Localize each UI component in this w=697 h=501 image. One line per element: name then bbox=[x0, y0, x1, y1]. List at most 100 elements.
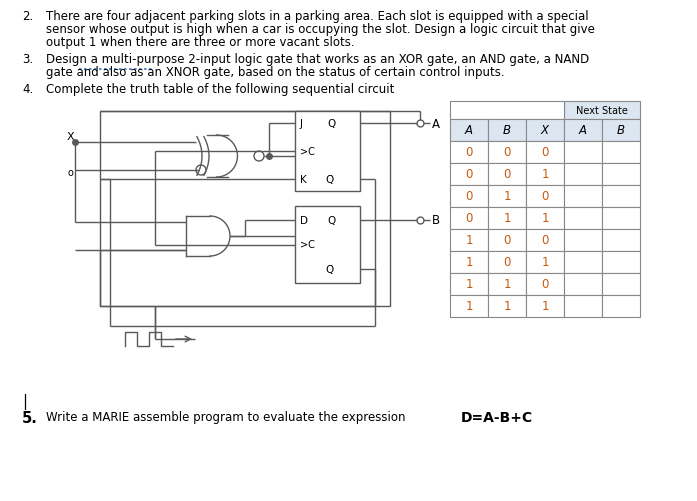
Text: 0: 0 bbox=[542, 190, 549, 203]
Text: |: | bbox=[22, 393, 27, 409]
Bar bbox=[526, 120, 564, 142]
Text: There are four adjacent parking slots in a parking area. Each slot is equipped w: There are four adjacent parking slots in… bbox=[46, 10, 589, 23]
Bar bbox=[488, 296, 526, 317]
Text: 0: 0 bbox=[542, 146, 549, 159]
Bar bbox=[564, 207, 602, 229]
Bar bbox=[450, 164, 488, 186]
Bar bbox=[450, 229, 488, 252]
Bar bbox=[100, 112, 390, 307]
Text: >C: >C bbox=[300, 147, 315, 157]
Text: D=A-B+C: D=A-B+C bbox=[461, 410, 533, 424]
Bar bbox=[488, 120, 526, 142]
Bar bbox=[450, 207, 488, 229]
Text: o: o bbox=[67, 168, 73, 178]
Text: B: B bbox=[503, 124, 511, 137]
Bar bbox=[526, 207, 564, 229]
Bar bbox=[450, 274, 488, 296]
Text: >C: >C bbox=[300, 240, 315, 250]
Bar bbox=[564, 296, 602, 317]
Bar bbox=[602, 229, 640, 252]
Bar bbox=[526, 142, 564, 164]
Text: 1: 1 bbox=[503, 278, 511, 291]
Bar bbox=[564, 186, 602, 207]
Bar bbox=[488, 252, 526, 274]
Text: 0: 0 bbox=[542, 234, 549, 247]
Text: 4.: 4. bbox=[22, 83, 33, 96]
Text: 2.: 2. bbox=[22, 10, 33, 23]
Text: 1: 1 bbox=[503, 190, 511, 203]
Bar bbox=[295, 206, 360, 284]
Bar bbox=[602, 120, 640, 142]
Text: 0: 0 bbox=[503, 168, 511, 181]
Text: sensor whose output is high when a car is occupying the slot. Design a logic cir: sensor whose output is high when a car i… bbox=[46, 23, 595, 36]
Text: output 1 when there are three or more vacant slots.: output 1 when there are three or more va… bbox=[46, 36, 355, 49]
Text: 0: 0 bbox=[466, 190, 473, 203]
Text: 3.: 3. bbox=[22, 53, 33, 66]
Text: X: X bbox=[541, 124, 549, 137]
Bar bbox=[450, 296, 488, 317]
Text: 1: 1 bbox=[466, 300, 473, 313]
Bar bbox=[488, 229, 526, 252]
Bar bbox=[526, 252, 564, 274]
Text: Q̄: Q̄ bbox=[325, 265, 333, 275]
Bar bbox=[526, 186, 564, 207]
Text: Design a multi-purpose 2-input logic gate that works as an XOR gate, an AND gate: Design a multi-purpose 2-input logic gat… bbox=[46, 53, 589, 66]
Text: Q̄: Q̄ bbox=[325, 175, 333, 185]
Bar bbox=[450, 102, 564, 120]
Bar bbox=[488, 274, 526, 296]
Bar bbox=[488, 142, 526, 164]
Text: 5.: 5. bbox=[22, 410, 38, 425]
Text: 0: 0 bbox=[466, 168, 473, 181]
Text: J: J bbox=[300, 119, 303, 129]
Text: 1: 1 bbox=[466, 256, 473, 269]
Text: 0: 0 bbox=[503, 234, 511, 247]
Bar bbox=[602, 164, 640, 186]
Text: Q: Q bbox=[327, 215, 335, 225]
Text: 1: 1 bbox=[542, 168, 549, 181]
Text: 1: 1 bbox=[542, 300, 549, 313]
Bar bbox=[564, 164, 602, 186]
Text: 1: 1 bbox=[503, 300, 511, 313]
Text: B: B bbox=[617, 124, 625, 137]
Bar bbox=[488, 207, 526, 229]
Text: A: A bbox=[465, 124, 473, 137]
Text: Write a MARIE assemble program to evaluate the expression: Write a MARIE assemble program to evalua… bbox=[46, 410, 409, 423]
Text: 0: 0 bbox=[503, 256, 511, 269]
Bar bbox=[564, 142, 602, 164]
Bar bbox=[564, 274, 602, 296]
Bar bbox=[526, 229, 564, 252]
Text: X: X bbox=[67, 132, 75, 142]
Text: 1: 1 bbox=[542, 212, 549, 225]
Text: A: A bbox=[579, 124, 587, 137]
Text: 0: 0 bbox=[466, 212, 473, 225]
Bar bbox=[564, 120, 602, 142]
Text: 0: 0 bbox=[466, 146, 473, 159]
Bar bbox=[564, 229, 602, 252]
Bar bbox=[564, 102, 640, 120]
Bar bbox=[488, 186, 526, 207]
Text: 0: 0 bbox=[503, 146, 511, 159]
Bar bbox=[526, 164, 564, 186]
Bar bbox=[526, 296, 564, 317]
Bar bbox=[450, 252, 488, 274]
Text: B: B bbox=[432, 214, 440, 227]
Text: D: D bbox=[300, 215, 308, 225]
Text: gate and also as an XNOR gate, based on the status of certain control inputs.: gate and also as an XNOR gate, based on … bbox=[46, 66, 505, 79]
Bar bbox=[602, 142, 640, 164]
Text: Next State: Next State bbox=[576, 106, 628, 116]
Text: 1: 1 bbox=[466, 278, 473, 291]
Bar bbox=[450, 186, 488, 207]
Bar bbox=[488, 164, 526, 186]
Text: A: A bbox=[432, 117, 440, 130]
Text: Complete the truth table of the following sequential circuit: Complete the truth table of the followin… bbox=[46, 83, 395, 96]
Text: K: K bbox=[300, 175, 307, 185]
Bar bbox=[564, 252, 602, 274]
Bar bbox=[602, 186, 640, 207]
Bar bbox=[526, 274, 564, 296]
Text: 1: 1 bbox=[466, 234, 473, 247]
Bar bbox=[295, 112, 360, 191]
Bar bbox=[602, 207, 640, 229]
Bar bbox=[602, 296, 640, 317]
Bar bbox=[602, 274, 640, 296]
Bar bbox=[450, 120, 488, 142]
